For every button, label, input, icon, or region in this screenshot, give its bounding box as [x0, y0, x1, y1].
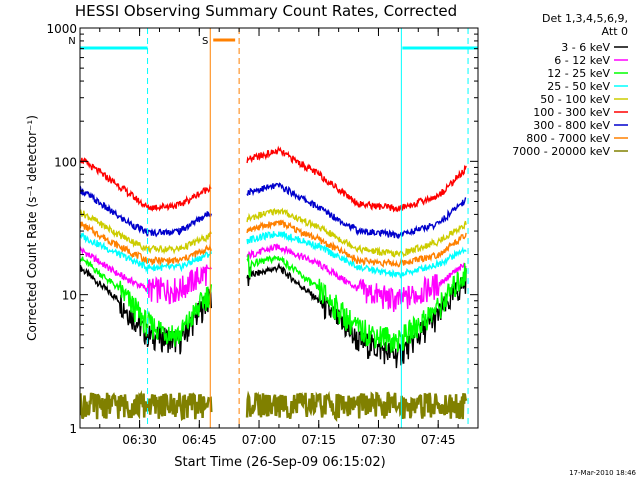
x-axis-label: Start Time (26-Sep-09 06:15:02): [174, 455, 385, 470]
x-tick-label-3: 07:15: [301, 433, 336, 447]
series-6-segment-1: [246, 182, 467, 240]
series-4-segment-0: [80, 209, 212, 255]
series-3-segment-0: [80, 231, 212, 273]
legend-header-line-1: Det 1,3,4,5,6,9,: [542, 12, 628, 25]
legend-header-line-2: Att 0: [602, 25, 628, 38]
plot-area: N S 1 10 100 1000 06:30 06:45 07:00 07:15 07:30 07:…: [46, 22, 479, 447]
legend-label-2: 12 - 25 keV: [547, 67, 610, 80]
series-2: [80, 254, 467, 354]
series-8-segment-1: [245, 390, 468, 423]
footer-timestamp: 17-Mar-2010 18:46: [569, 469, 636, 477]
series-3-segment-1: [246, 231, 467, 280]
series-6-segment-0: [80, 185, 212, 238]
series-1-segment-1: [246, 243, 467, 313]
x-tick-label-5: 07:45: [421, 433, 456, 447]
series-0: [80, 262, 467, 369]
legend-label-0: 3 - 6 keV: [561, 41, 610, 54]
series-5-segment-1: [246, 145, 467, 213]
series-2-segment-1: [246, 254, 467, 354]
series-6: [80, 182, 467, 240]
series-8-segment-0: [80, 390, 213, 422]
y-tick-label-3: 1000: [46, 22, 77, 36]
series-0-segment-1: [246, 262, 467, 369]
flag-N-label: N: [68, 36, 75, 47]
series-group: [80, 145, 468, 423]
legend-label-3: 25 - 50 keV: [547, 80, 610, 93]
series-2-segment-0: [80, 256, 212, 347]
series-8: [80, 390, 468, 423]
y-tick-label-2: 100: [54, 155, 77, 169]
legend-label-7: 800 - 7000 keV: [526, 132, 610, 145]
legend-label-4: 50 - 100 keV: [540, 93, 610, 106]
chart-title: HESSI Observing Summary Count Rates, Cor…: [75, 2, 457, 20]
series-4: [80, 207, 467, 258]
series-7: [80, 219, 467, 268]
series-5: [80, 145, 467, 213]
series-3: [80, 231, 467, 280]
x-tick-label-2: 07:00: [242, 433, 277, 447]
y-tick-label-0: 1: [69, 422, 77, 436]
legend-label-8: 7000 - 20000 keV: [512, 145, 610, 158]
y-axis-label: Corrected Count Rate (s⁻¹ detector⁻¹): [25, 115, 39, 341]
series-1-segment-0: [80, 245, 212, 305]
y-tick-label-1: 10: [62, 289, 77, 303]
x-tick-label-1: 06:45: [182, 433, 217, 447]
series-5-segment-0: [80, 157, 212, 212]
series-4-segment-1: [246, 207, 467, 258]
x-tick-label-0: 06:30: [122, 433, 157, 447]
legend-label-1: 6 - 12 keV: [554, 54, 610, 67]
flag-S-label: S: [202, 36, 208, 47]
series-1: [80, 243, 467, 313]
x-tick-label-4: 07:30: [361, 433, 396, 447]
legend-label-5: 100 - 300 keV: [533, 106, 610, 119]
series-7-segment-0: [80, 221, 212, 267]
legend-label-6: 300 - 800 keV: [533, 119, 610, 132]
series-7-segment-1: [246, 219, 467, 268]
